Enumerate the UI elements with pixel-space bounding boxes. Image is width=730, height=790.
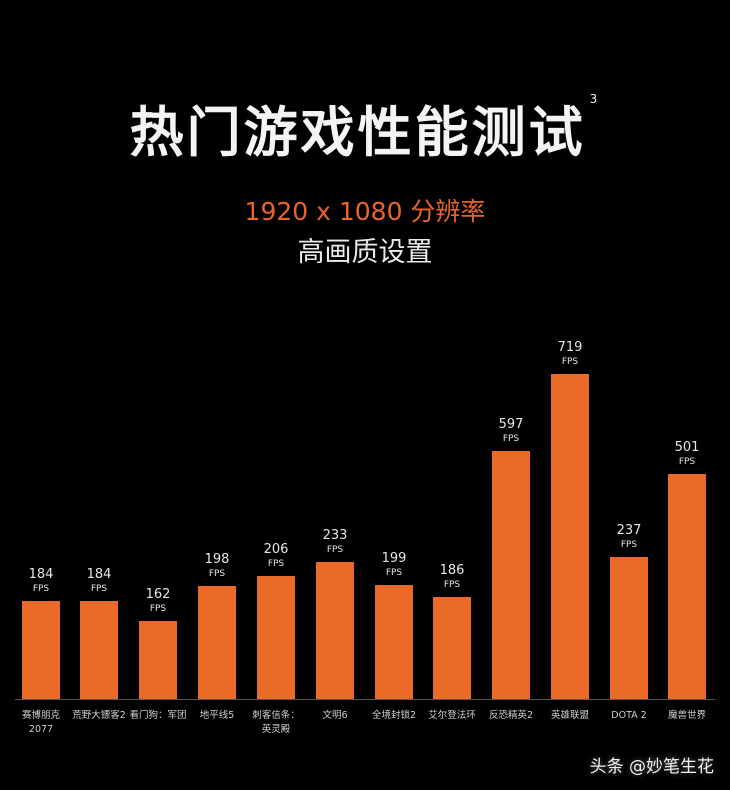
x-axis-baseline xyxy=(15,699,715,700)
category-line1: 文明6 xyxy=(322,710,348,721)
category-line2: 2077 xyxy=(28,724,54,735)
title-text: 热门游戏性能测试 xyxy=(129,101,586,164)
category-label: 刺客信条： 英灵殿 xyxy=(241,709,311,737)
category-line1: 艾尔登法环 xyxy=(428,710,476,721)
bar-value-label: 184 FPS xyxy=(69,568,129,596)
value-number: 501 xyxy=(674,440,700,455)
value-unit: FPS xyxy=(149,604,167,614)
value-unit: FPS xyxy=(32,584,50,594)
value-unit: FPS xyxy=(267,559,285,569)
category-label: DOTA 2 xyxy=(594,709,664,723)
category-line1: DOTA 2 xyxy=(611,710,647,721)
resolution-subtitle: 1920 x 1080 分辨率 xyxy=(244,197,486,226)
bar-value-label: 198 FPS xyxy=(187,553,247,581)
category-label: 全境封锁2 xyxy=(359,709,429,723)
bar xyxy=(375,585,413,699)
value-number: 184 xyxy=(86,567,112,582)
bar-value-label: 719 FPS xyxy=(540,341,600,369)
bar-value-label: 199 FPS xyxy=(364,552,424,580)
value-unit: FPS xyxy=(502,434,520,444)
bar-value-label: 597 FPS xyxy=(481,418,541,446)
value-number: 597 xyxy=(498,417,524,432)
bar xyxy=(139,621,177,699)
category-label: 看门狗：军团 xyxy=(123,709,193,723)
value-number: 199 xyxy=(381,551,407,566)
value-unit: FPS xyxy=(620,540,638,550)
category-line1: 魔兽世界 xyxy=(667,710,706,721)
value-unit: FPS xyxy=(561,357,579,367)
bar xyxy=(610,557,648,699)
category-line1: 看门狗：军团 xyxy=(129,710,187,721)
bar xyxy=(492,451,530,699)
value-unit: FPS xyxy=(326,545,344,555)
value-unit: FPS xyxy=(443,580,461,590)
watermark: 头条 @妙笔生花 xyxy=(589,757,714,777)
quality-subtitle: 高画质设置 xyxy=(297,237,433,268)
category-line1: 反恐精英2 xyxy=(488,710,534,721)
value-number: 206 xyxy=(263,542,289,557)
category-label: 文明6 xyxy=(300,709,370,723)
bar-value-label: 237 FPS xyxy=(599,524,659,552)
bar xyxy=(80,601,118,699)
footnote-marker: 3 xyxy=(589,92,601,106)
value-unit: FPS xyxy=(385,568,403,578)
value-number: 186 xyxy=(439,563,465,578)
value-unit: FPS xyxy=(678,457,696,467)
category-label: 地平线5 xyxy=(182,709,252,723)
bar xyxy=(668,474,706,699)
category-label: 魔兽世界 xyxy=(652,709,722,723)
category-label: 反恐精英2 xyxy=(476,709,546,723)
category-label: 赛博朋克 2077 xyxy=(6,709,76,737)
category-label: 英雄联盟 xyxy=(535,709,605,723)
bar-value-label: 162 FPS xyxy=(128,588,188,616)
category-line1: 赛博朋克 xyxy=(21,710,60,721)
value-unit: FPS xyxy=(90,584,108,594)
category-line1: 地平线5 xyxy=(199,710,235,721)
category-line1: 英雄联盟 xyxy=(550,710,589,721)
category-label: 艾尔登法环 xyxy=(417,709,487,723)
value-unit: FPS xyxy=(208,569,226,579)
category-line1: 刺客信条： xyxy=(252,710,300,721)
category-line1: 全境封锁2 xyxy=(371,710,417,721)
bar xyxy=(551,374,589,699)
category-line2: 英灵殿 xyxy=(261,724,291,735)
value-number: 198 xyxy=(204,552,230,567)
bar-value-label: 184 FPS xyxy=(11,568,71,596)
bar xyxy=(22,601,60,699)
chart-title: 热门游戏性能测试3 xyxy=(0,88,730,167)
value-number: 184 xyxy=(28,567,54,582)
bar-value-label: 233 FPS xyxy=(305,529,365,557)
value-number: 233 xyxy=(322,528,348,543)
bar xyxy=(198,586,236,699)
bar-value-label: 501 FPS xyxy=(657,441,717,469)
bar-value-label: 186 FPS xyxy=(422,564,482,592)
value-number: 237 xyxy=(616,523,642,538)
bar-value-label: 206 FPS xyxy=(246,543,306,571)
bar xyxy=(433,597,471,699)
value-number: 162 xyxy=(145,587,171,602)
bar xyxy=(257,576,295,699)
category-line1: 荒野大镖客2 xyxy=(72,710,126,721)
category-label: 荒野大镖客2 xyxy=(64,709,134,723)
bar xyxy=(316,562,354,699)
value-number: 719 xyxy=(557,340,583,355)
